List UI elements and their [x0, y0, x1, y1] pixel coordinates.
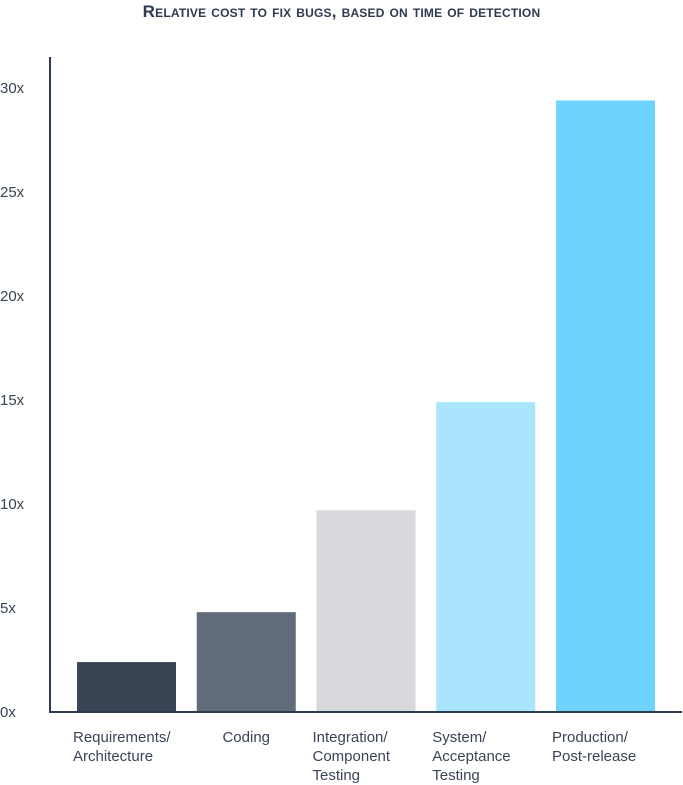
- y-tick-label: 15x: [0, 392, 25, 409]
- y-tick-label: 0x: [0, 704, 16, 721]
- x-axis-labels: Requirements/Architecture Coding Integrati…: [73, 729, 636, 784]
- x-category-label: Production/Post-release: [552, 729, 636, 765]
- x-category-label: Requirements/Architecture: [73, 729, 171, 765]
- y-tick-label: 5x: [0, 600, 16, 617]
- bar: [556, 100, 655, 713]
- x-category-label: System/Acceptance Testing: [432, 729, 510, 784]
- bar: [196, 612, 296, 712]
- x-category-label: Integration/Component Testing: [313, 729, 391, 784]
- x-category-label: Coding: [222, 729, 270, 746]
- bar: [316, 510, 416, 712]
- bars: [77, 100, 655, 713]
- y-tick-label: 25x: [0, 184, 25, 201]
- chart-title: Relative cost to fix bugs, based on time…: [142, 2, 541, 21]
- y-tick-label: 10x: [0, 496, 25, 513]
- y-tick-label: 20x: [0, 288, 25, 305]
- bar: [77, 662, 176, 712]
- bar: [436, 402, 536, 712]
- y-axis-ticks: 0x 5x 10x 15x 20x 25x 30x: [0, 80, 25, 721]
- y-tick-label: 30x: [0, 80, 25, 97]
